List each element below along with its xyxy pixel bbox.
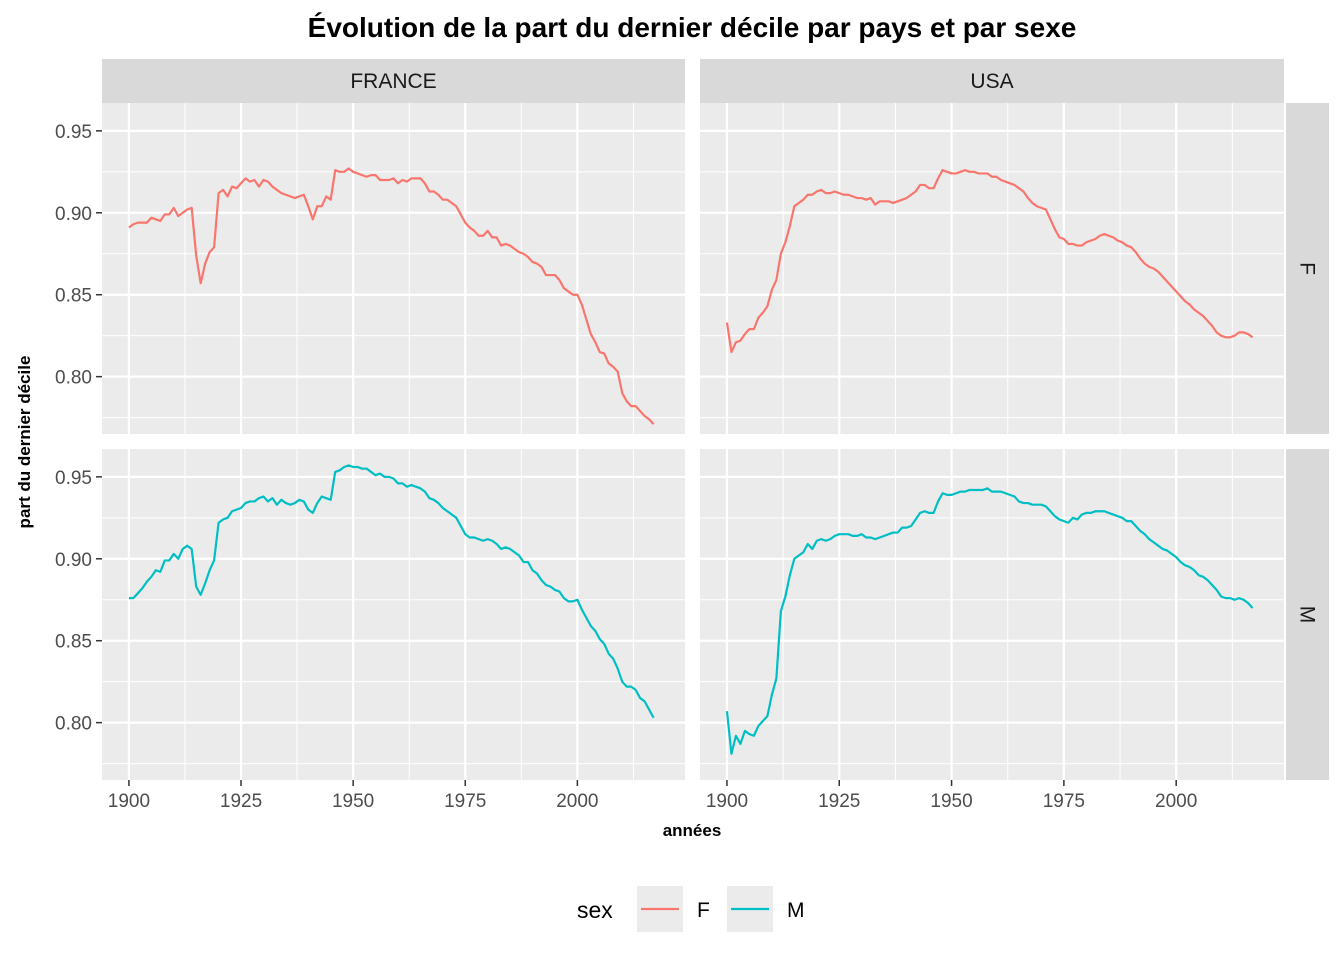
facet-strip-label: M: [1296, 606, 1319, 624]
x-tick-label: 2000: [1155, 791, 1197, 812]
panel-france-m: [102, 449, 685, 780]
facet-strip-row: [1286, 103, 1329, 434]
facet-strips: FRANCE USA F M: [102, 59, 1329, 780]
legend: sex F M: [577, 886, 805, 932]
chart-title: Évolution de la part du dernier décile p…: [308, 12, 1077, 43]
x-tick-label: 1950: [930, 791, 972, 812]
facet-strip-row: [1286, 449, 1329, 780]
panel-background: [102, 449, 685, 780]
y-tick-label: 0.90: [55, 550, 92, 571]
x-tick-label: 1925: [220, 791, 262, 812]
panel-background: [102, 103, 685, 434]
panel-background: [700, 103, 1284, 434]
facet-strip-column: [700, 59, 1284, 103]
x-tick-label: 1925: [818, 791, 860, 812]
y-tick-label: 0.85: [55, 632, 92, 653]
facet-strip-column: [102, 59, 685, 103]
panel-background: [700, 449, 1284, 780]
series-line-france-f: [128, 167, 655, 425]
facet-strip-label: F: [1296, 262, 1319, 275]
x-tick-label: 1900: [706, 791, 748, 812]
panel-usa-f: [700, 103, 1284, 434]
series-line-france-m: [128, 464, 655, 719]
legend-label: F: [697, 899, 710, 922]
panel-france-f: [102, 103, 685, 434]
series-line-usa-m: [725, 487, 1254, 755]
y-tick-label: 0.95: [55, 122, 92, 143]
y-tick-label: 0.95: [55, 468, 92, 489]
y-tick-label: 0.80: [55, 714, 92, 735]
y-axis-title: part du dernier décile: [15, 356, 34, 529]
legend-label: M: [787, 899, 805, 922]
y-tick-label: 0.85: [55, 286, 92, 307]
y-tick-label: 0.90: [55, 204, 92, 225]
axes: 0.80 0.85 0.90 0.95 0.80 0.85 0.90 0.95 1900 1925…: [55, 122, 1197, 812]
y-tick-label: 0.80: [55, 368, 92, 389]
x-tick-label: 1900: [108, 791, 150, 812]
x-tick-label: 1975: [1043, 791, 1085, 812]
legend-title: sex: [577, 897, 613, 923]
x-tick-label: 1950: [332, 791, 374, 812]
panel-usa-m: [700, 449, 1284, 780]
series-line-usa-f: [725, 169, 1254, 354]
facet-panels: [102, 103, 1284, 780]
facet-strip-label: FRANCE: [350, 70, 436, 93]
x-axis-title: années: [663, 821, 722, 840]
x-tick-label: 2000: [556, 791, 598, 812]
x-tick-label: 1975: [444, 791, 486, 812]
facet-strip-label: USA: [970, 70, 1013, 93]
